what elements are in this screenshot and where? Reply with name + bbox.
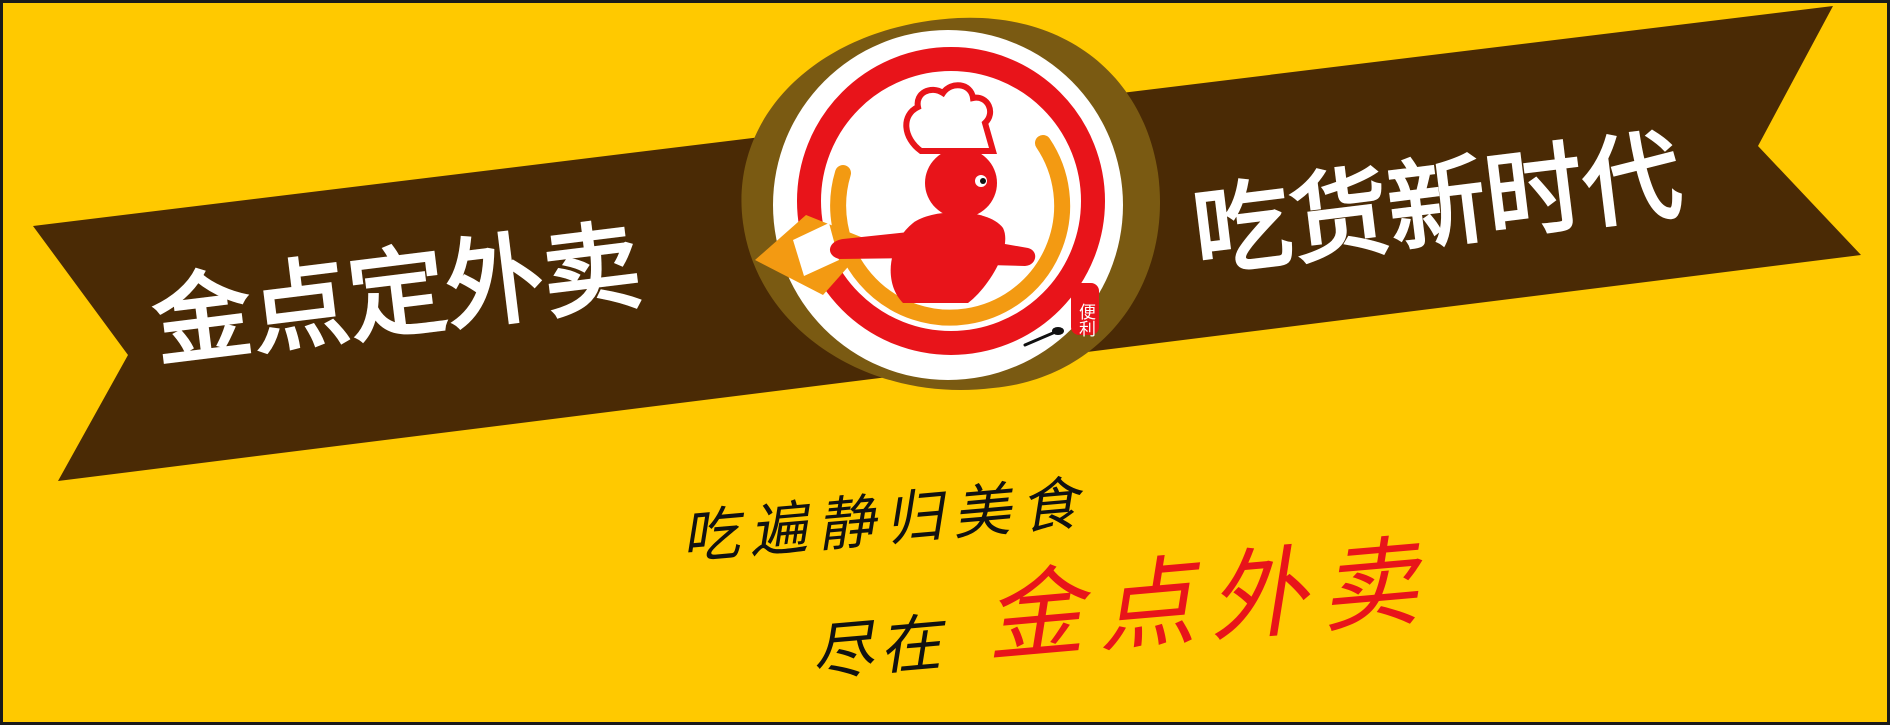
chef-logo: 便利 xyxy=(741,17,1161,391)
seal-text: 便利 xyxy=(1075,303,1096,337)
spoon-icon xyxy=(1023,331,1055,347)
seal-stamp: 便利 xyxy=(1071,283,1099,337)
slogan-line-2-prefix: 尽在 xyxy=(808,605,951,690)
banner-canvas: 金点定外卖 吃货新时代 xyxy=(3,3,1887,722)
delivery-box-icon xyxy=(755,215,871,295)
chef-icon xyxy=(829,82,1036,303)
logo-red-ring xyxy=(797,47,1105,355)
